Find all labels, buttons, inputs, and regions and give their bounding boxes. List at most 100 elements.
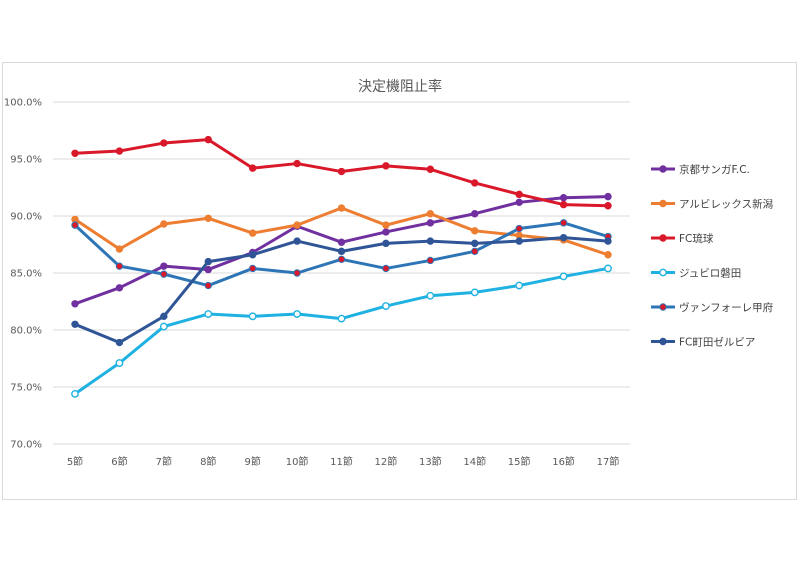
data-point — [204, 281, 212, 290]
data-point — [71, 320, 79, 328]
data-point — [471, 210, 479, 218]
data-point — [204, 257, 212, 266]
x-axis-ticks: 5節 6節 7節 8節 9節 10節 11節 12節 13節 14節 15節 16節 17節 — [67, 455, 620, 468]
series-5 — [71, 219, 612, 290]
data-point — [293, 310, 301, 318]
data-point — [204, 265, 212, 274]
data-point — [293, 221, 301, 229]
legend-label: FC町田ゼルビア — [679, 337, 755, 349]
data-point — [204, 135, 212, 144]
x-tick-label: 5節 — [67, 455, 83, 468]
x-tick-label: 15節 — [508, 455, 531, 468]
data-point — [71, 389, 79, 398]
x-tick-label: 13節 — [419, 455, 442, 468]
legend-label: アルビレックス新潟 — [679, 198, 773, 211]
data-point — [160, 262, 168, 270]
data-point — [659, 165, 667, 173]
data-point — [471, 227, 479, 235]
data-point — [559, 272, 568, 281]
legend-item: ジュビロ磐田 — [651, 267, 741, 280]
data-point — [515, 237, 523, 245]
data-point — [159, 322, 168, 331]
data-point — [559, 200, 568, 209]
data-point — [604, 251, 612, 259]
chart-area: 決定機阻止率 70.0% 75.0% 80.0% 85.0% 90.0% 95.0% 100… — [2, 62, 797, 500]
data-point — [115, 359, 124, 367]
data-point — [337, 314, 346, 323]
y-tick-label: 75.0% — [10, 383, 42, 394]
y-tick-label: 85.0% — [10, 269, 42, 280]
data-point — [471, 239, 479, 248]
x-tick-label: 14節 — [463, 455, 486, 468]
legend-label: FC琉球 — [679, 232, 714, 245]
data-point — [248, 229, 257, 237]
data-point — [160, 312, 168, 321]
data-point — [382, 264, 390, 273]
data-point — [659, 337, 667, 346]
line-chart: 決定機阻止率 70.0% 75.0% 80.0% 85.0% 90.0% 95.0% 100… — [4, 78, 773, 468]
x-tick-label: 10節 — [286, 455, 309, 468]
legend-label: ヴァンフォーレ甲府 — [679, 301, 773, 314]
data-point — [559, 194, 568, 202]
y-tick-label: 80.0% — [10, 326, 42, 337]
grid-lines — [53, 101, 630, 445]
data-point — [293, 269, 301, 277]
data-point — [604, 202, 612, 210]
series-lines — [71, 135, 612, 398]
data-point — [659, 268, 667, 277]
data-point — [71, 149, 79, 158]
data-point — [337, 238, 346, 246]
x-tick-label: 7節 — [156, 455, 172, 468]
series-6 — [71, 233, 612, 347]
x-tick-label: 12節 — [375, 455, 398, 468]
data-point — [470, 288, 479, 297]
chart-title: 決定機阻止率 — [358, 78, 442, 95]
series-line — [73, 266, 610, 396]
legend-item: FC琉球 — [651, 232, 714, 245]
data-point — [160, 220, 168, 228]
data-point — [382, 228, 390, 236]
data-point — [248, 251, 257, 259]
data-point — [559, 219, 568, 227]
legend-item: 京都サンガF.C. — [651, 163, 750, 176]
data-point — [115, 338, 124, 347]
legend-item: ヴァンフォーレ甲府 — [651, 301, 773, 314]
data-point — [204, 214, 212, 222]
data-point — [71, 300, 79, 308]
data-point — [382, 162, 390, 170]
legend-label: 京都サンガF.C. — [679, 163, 750, 176]
data-point — [659, 199, 667, 208]
data-point — [248, 264, 257, 273]
data-point — [71, 221, 79, 229]
data-point — [160, 270, 168, 278]
data-point — [515, 190, 523, 199]
data-point — [515, 198, 523, 207]
data-point — [115, 262, 124, 270]
legend-label: ジュビロ磐田 — [679, 267, 741, 280]
data-point — [604, 237, 612, 245]
data-point — [659, 303, 667, 311]
data-point — [337, 204, 346, 212]
data-point — [115, 284, 124, 292]
data-point — [204, 310, 213, 318]
data-point — [426, 219, 435, 227]
data-point — [115, 147, 124, 155]
y-tick-label: 95.0% — [10, 155, 42, 166]
data-point — [426, 165, 435, 173]
x-tick-label: 8節 — [200, 455, 216, 468]
data-point — [115, 245, 124, 253]
data-point — [337, 247, 346, 256]
data-point — [426, 237, 435, 245]
legend-item: FC町田ゼルビア — [651, 337, 755, 349]
data-point — [471, 179, 479, 187]
data-point — [337, 255, 346, 264]
data-point — [471, 247, 479, 256]
data-point — [382, 302, 390, 310]
x-tick-label: 9節 — [244, 455, 260, 468]
data-point — [382, 239, 390, 248]
x-tick-label: 11節 — [330, 455, 353, 468]
y-axis-ticks: 70.0% 75.0% 80.0% 85.0% 90.0% 95.0% 100.0% — [4, 98, 42, 451]
data-point — [604, 264, 612, 273]
series-3 — [71, 135, 612, 210]
